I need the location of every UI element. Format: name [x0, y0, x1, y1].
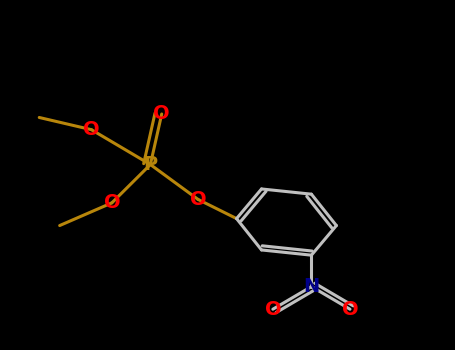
- Text: O: O: [342, 300, 358, 319]
- Text: O: O: [104, 194, 120, 212]
- Text: O: O: [83, 120, 100, 139]
- Text: O: O: [153, 105, 170, 124]
- Text: O: O: [190, 190, 206, 209]
- Text: O: O: [264, 300, 281, 319]
- Text: P: P: [143, 155, 157, 174]
- Text: N: N: [303, 277, 319, 296]
